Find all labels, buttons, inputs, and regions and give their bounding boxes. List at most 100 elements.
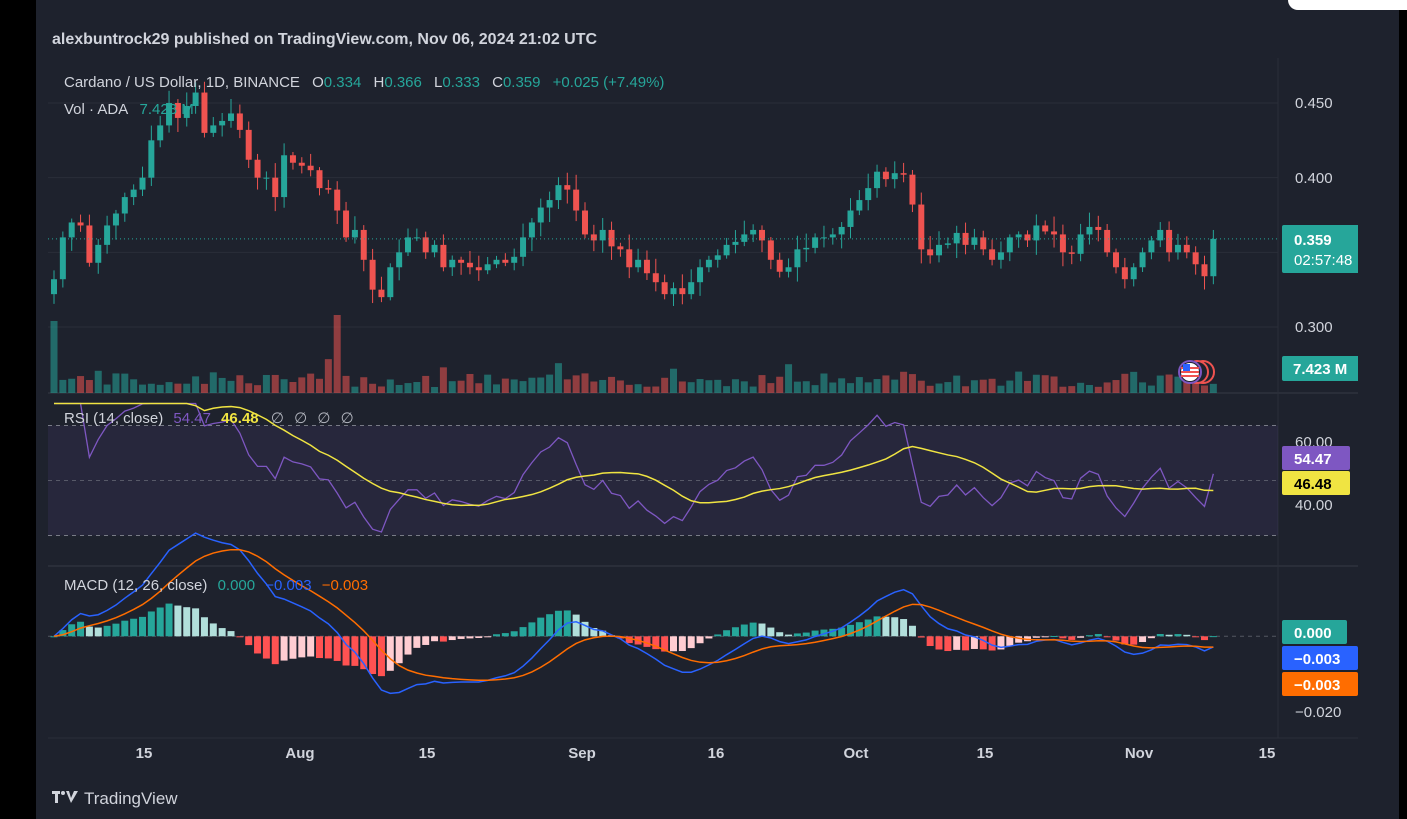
macd-hist-bar [165, 603, 173, 637]
candle-body [298, 162, 305, 166]
candle-body [449, 259, 456, 268]
volume-bar [811, 385, 819, 393]
volume-bar [271, 374, 279, 393]
candle-body [617, 246, 624, 250]
rsi-ma-line [54, 402, 1214, 507]
macd-hist-bar [740, 624, 748, 637]
macd-hist-bar [997, 636, 1005, 650]
volume-bar [608, 376, 616, 393]
volume-bar [864, 382, 872, 393]
macd-hist-bar [386, 636, 394, 671]
macd-hist-bar [360, 636, 368, 670]
candle-body [458, 259, 465, 263]
volume-bar [962, 386, 970, 393]
volume-bar [988, 378, 996, 393]
volume-bar [1006, 380, 1014, 393]
volume-bar [139, 384, 146, 393]
volume-bar [546, 374, 554, 393]
candle-body [1095, 226, 1102, 230]
macd-hist-bar [121, 620, 129, 637]
candle-body [909, 174, 916, 205]
macd-hist-bar [1041, 636, 1049, 638]
candle-body [1015, 234, 1022, 238]
candle-body [1121, 267, 1128, 280]
candle-body [166, 103, 173, 126]
candle-body [927, 249, 934, 256]
volume-bar [687, 382, 695, 393]
candle-body [281, 155, 288, 198]
macd-hist-bar [988, 636, 996, 651]
candle-body [254, 159, 261, 178]
volume-bar [802, 381, 810, 393]
candle-body [431, 244, 438, 253]
candle-body [77, 222, 84, 226]
macd-hist-bar [546, 614, 554, 637]
volume-bar [369, 383, 377, 393]
candle-body [378, 289, 385, 298]
macd-hist-bar [953, 636, 961, 650]
price-tick: 0.450 [1295, 95, 1333, 112]
macd-hist-bar [935, 636, 943, 650]
macd-hist-badge-value: 0.000 [1294, 625, 1332, 642]
candle-body [1059, 234, 1066, 253]
volume-bar [1059, 386, 1067, 393]
volume-bar [678, 381, 686, 393]
macd-hist-bar [1103, 636, 1111, 638]
time-tick: Oct [843, 745, 868, 762]
rsi-tick: 40.00 [1295, 497, 1333, 514]
candle-body [705, 259, 712, 268]
chart-canvas[interactable]: Cardano / US Dollar, 1D, BINANCE O0.334 … [48, 58, 1358, 783]
candle-body [1086, 226, 1093, 235]
macd-hist-bar [147, 611, 155, 637]
candle-body [511, 256, 518, 263]
candle-body [803, 247, 810, 250]
volume-bar [324, 359, 332, 393]
candle-body [608, 229, 615, 247]
volume-bar [519, 381, 527, 393]
candle-body [741, 234, 748, 242]
candle-body [882, 171, 889, 180]
volume-bar [280, 379, 288, 393]
macd-hist-bar [652, 636, 660, 650]
candle-body [95, 244, 102, 263]
candle-body [1139, 252, 1146, 268]
volume-bar [1050, 376, 1058, 393]
candle-body [1068, 252, 1075, 254]
volume-bar [776, 376, 784, 393]
volume-bar [1085, 384, 1093, 393]
candle-body [874, 171, 881, 189]
macd-hist-bar [678, 636, 686, 652]
macd-hist-bar [1121, 636, 1129, 645]
candle-body [1024, 234, 1031, 241]
volume-bar [227, 380, 235, 393]
volume-bar [316, 378, 323, 393]
macd-hist-bar [271, 636, 279, 665]
candle-body [466, 262, 473, 268]
volume-bar [590, 381, 598, 393]
time-tick: Nov [1125, 745, 1154, 762]
volume-bar [572, 375, 580, 393]
volume-bar [652, 386, 660, 393]
volume-bar [457, 380, 465, 393]
volume-bar [1174, 376, 1182, 393]
candle-body [245, 129, 252, 160]
candle-body [272, 177, 279, 198]
volume-bar [1041, 375, 1049, 393]
candle-body [351, 229, 358, 238]
candle-body [856, 200, 863, 211]
volume-bar [891, 379, 899, 393]
corner-tab [1288, 0, 1407, 10]
volume-bar [670, 368, 677, 393]
candle-body [1148, 240, 1155, 253]
candle-body [900, 173, 907, 175]
volume-bar [448, 381, 456, 393]
volume-bar [820, 373, 828, 393]
volume-bar [289, 381, 297, 393]
macd-hist-bar [758, 623, 766, 637]
volume-bar [714, 379, 722, 393]
candle-body [104, 225, 111, 245]
tradingview-brand[interactable]: TradingView [52, 789, 178, 809]
volume-bar [174, 383, 182, 393]
macd-hist-bar [431, 636, 439, 642]
candle-body [219, 120, 226, 126]
